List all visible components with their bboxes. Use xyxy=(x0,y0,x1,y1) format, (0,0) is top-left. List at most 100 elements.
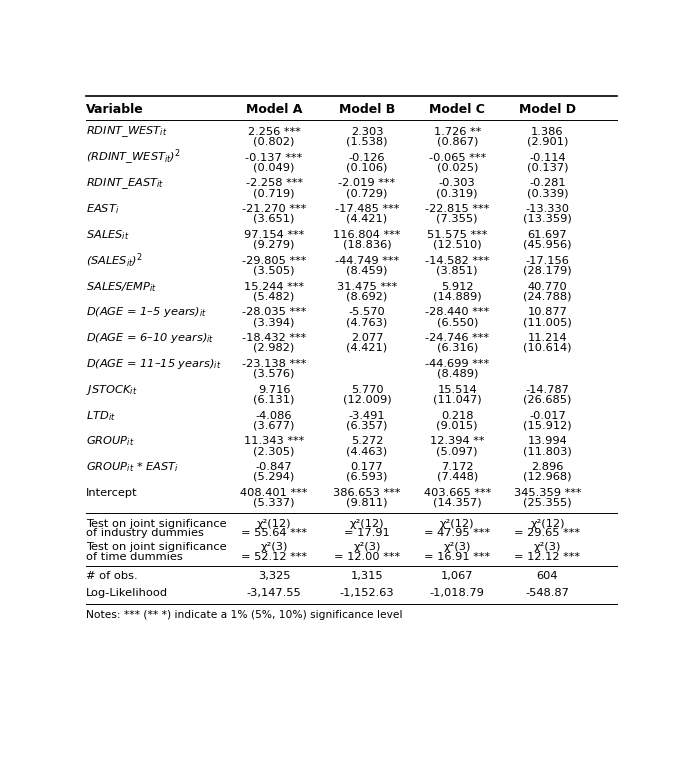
Text: (28.179): (28.179) xyxy=(523,266,572,275)
Text: (26.685): (26.685) xyxy=(523,394,572,405)
Text: (45.956): (45.956) xyxy=(523,239,572,250)
Text: 0.177: 0.177 xyxy=(351,462,384,472)
Text: 386.653 ***: 386.653 *** xyxy=(334,488,401,498)
Text: -14.787: -14.787 xyxy=(525,385,569,394)
Text: χ²(3): χ²(3) xyxy=(260,542,288,553)
Text: -17.485 ***: -17.485 *** xyxy=(335,205,399,214)
Text: (3.851): (3.851) xyxy=(436,266,478,275)
Text: χ²(12): χ²(12) xyxy=(530,519,564,529)
Text: 1,315: 1,315 xyxy=(351,571,384,580)
Text: (6.357): (6.357) xyxy=(347,420,388,430)
Text: = 55.64 ***: = 55.64 *** xyxy=(241,529,307,539)
Text: -14.582 ***: -14.582 *** xyxy=(425,256,489,266)
Text: 12.394 **: 12.394 ** xyxy=(430,436,484,446)
Text: -0.281: -0.281 xyxy=(530,178,566,188)
Text: (9.279): (9.279) xyxy=(253,239,295,250)
Text: -17.156: -17.156 xyxy=(525,256,569,266)
Text: 31.475 ***: 31.475 *** xyxy=(337,281,397,291)
Text: χ²(12): χ²(12) xyxy=(257,519,291,529)
Text: Notes: *** (** *) indicate a 1% (5%, 10%) significance level: Notes: *** (** *) indicate a 1% (5%, 10%… xyxy=(86,610,403,620)
Text: Model D: Model D xyxy=(519,103,576,116)
Text: -0.114: -0.114 xyxy=(530,153,566,163)
Text: 1.726 **: 1.726 ** xyxy=(434,127,481,137)
Text: = 17.91: = 17.91 xyxy=(344,529,390,539)
Text: 345.359 ***: 345.359 *** xyxy=(514,488,582,498)
Text: (RDINT_WEST$_{it}$)$^{2}$: (RDINT_WEST$_{it}$)$^{2}$ xyxy=(86,148,181,167)
Text: (3.677): (3.677) xyxy=(253,420,295,430)
Text: (7.355): (7.355) xyxy=(436,214,478,224)
Text: -4.086: -4.086 xyxy=(256,411,292,421)
Text: LTD$_{it}$: LTD$_{it}$ xyxy=(86,408,116,422)
Text: (4.763): (4.763) xyxy=(347,317,388,327)
Text: (4.463): (4.463) xyxy=(347,446,388,456)
Text: (5.482): (5.482) xyxy=(253,291,295,301)
Text: Variable: Variable xyxy=(86,103,144,116)
Text: -13.330: -13.330 xyxy=(525,205,569,214)
Text: 0.218: 0.218 xyxy=(441,411,473,421)
Text: -44.749 ***: -44.749 *** xyxy=(335,256,399,266)
Text: χ²(3): χ²(3) xyxy=(353,542,381,553)
Text: (6.316): (6.316) xyxy=(436,343,478,353)
Text: (12.510): (12.510) xyxy=(433,239,482,250)
Text: (12.968): (12.968) xyxy=(523,472,572,482)
Text: -22.815 ***: -22.815 *** xyxy=(425,205,489,214)
Text: -0.065 ***: -0.065 *** xyxy=(429,153,486,163)
Text: -28.035 ***: -28.035 *** xyxy=(242,308,306,318)
Text: 15.514: 15.514 xyxy=(437,385,477,394)
Text: 604: 604 xyxy=(537,571,558,580)
Text: (11.047): (11.047) xyxy=(433,394,482,405)
Text: (10.614): (10.614) xyxy=(523,343,572,353)
Text: Intercept: Intercept xyxy=(86,488,138,498)
Text: 2.896: 2.896 xyxy=(532,462,564,472)
Text: (0.025): (0.025) xyxy=(436,162,478,172)
Text: 2.256 ***: 2.256 *** xyxy=(248,127,301,137)
Text: -29.805 ***: -29.805 *** xyxy=(242,256,306,266)
Text: 15.244 ***: 15.244 *** xyxy=(244,281,304,291)
Text: -23.138 ***: -23.138 *** xyxy=(242,359,306,369)
Text: (13.359): (13.359) xyxy=(523,214,572,224)
Text: (11.803): (11.803) xyxy=(523,446,572,456)
Text: -5.570: -5.570 xyxy=(349,308,386,318)
Text: -0.303: -0.303 xyxy=(439,178,475,188)
Text: 3,325: 3,325 xyxy=(258,571,290,580)
Text: 403.665 ***: 403.665 *** xyxy=(423,488,491,498)
Text: -28.440 ***: -28.440 *** xyxy=(425,308,489,318)
Text: D(AGE = 1–5 years)$_{it}$: D(AGE = 1–5 years)$_{it}$ xyxy=(86,305,207,319)
Text: = 47.95 ***: = 47.95 *** xyxy=(424,529,490,539)
Text: Model B: Model B xyxy=(339,103,395,116)
Text: 61.697: 61.697 xyxy=(527,230,567,240)
Text: (0.106): (0.106) xyxy=(347,162,388,172)
Text: D(AGE = 11–15 years)$_{it}$: D(AGE = 11–15 years)$_{it}$ xyxy=(86,357,222,371)
Text: 7.172: 7.172 xyxy=(441,462,473,472)
Text: -0.017: -0.017 xyxy=(529,411,566,421)
Text: -1,152.63: -1,152.63 xyxy=(340,587,395,598)
Text: (SALES$_{it}$)$^{2}$: (SALES$_{it}$)$^{2}$ xyxy=(86,252,143,270)
Text: (0.867): (0.867) xyxy=(436,136,478,146)
Text: GROUP$_{it}$: GROUP$_{it}$ xyxy=(86,435,135,448)
Text: -548.87: -548.87 xyxy=(525,587,569,598)
Text: (1.538): (1.538) xyxy=(346,136,388,146)
Text: χ²(12): χ²(12) xyxy=(350,519,384,529)
Text: = 52.12 ***: = 52.12 *** xyxy=(241,552,307,562)
Text: (3.651): (3.651) xyxy=(253,214,295,224)
Text: SALES$_{it}$: SALES$_{it}$ xyxy=(86,228,129,242)
Text: (3.576): (3.576) xyxy=(253,369,295,379)
Text: 408.401 ***: 408.401 *** xyxy=(240,488,308,498)
Text: -3.491: -3.491 xyxy=(349,411,385,421)
Text: 11.214: 11.214 xyxy=(527,333,567,343)
Text: (3.505): (3.505) xyxy=(253,266,295,275)
Text: -2.019 ***: -2.019 *** xyxy=(338,178,395,188)
Text: -0.126: -0.126 xyxy=(349,153,385,163)
Text: Test on joint significance: Test on joint significance xyxy=(86,542,227,553)
Text: -21.270 ***: -21.270 *** xyxy=(242,205,306,214)
Text: (2.901): (2.901) xyxy=(527,136,568,146)
Text: 5.770: 5.770 xyxy=(351,385,384,394)
Text: -2.258 ***: -2.258 *** xyxy=(246,178,303,188)
Text: of time dummies: of time dummies xyxy=(86,552,183,562)
Text: χ²(12): χ²(12) xyxy=(440,519,475,529)
Text: = 16.91 ***: = 16.91 *** xyxy=(424,552,490,562)
Text: (9.015): (9.015) xyxy=(436,420,478,430)
Text: (6.550): (6.550) xyxy=(436,317,478,327)
Text: 97.154 ***: 97.154 *** xyxy=(244,230,304,240)
Text: (11.005): (11.005) xyxy=(523,317,572,327)
